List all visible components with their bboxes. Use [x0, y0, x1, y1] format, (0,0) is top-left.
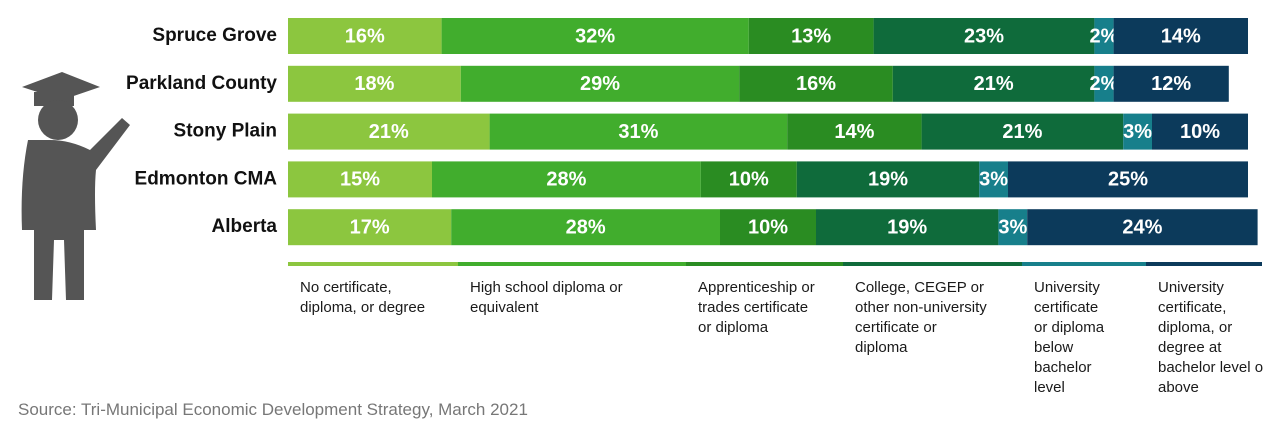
bar-segment	[441, 18, 749, 54]
bar-segment	[720, 209, 816, 246]
legend-swatch	[843, 262, 1022, 266]
bar-segment	[998, 209, 1028, 246]
y-tick-label: Stony Plain	[174, 121, 277, 142]
legend-label: College, CEGEP or other non-university c…	[855, 279, 987, 356]
bar-segment	[873, 18, 1095, 54]
bar-segment	[460, 65, 740, 102]
value-label: 17%	[350, 216, 390, 238]
legend-label: University certificate, diploma, or degr…	[1158, 279, 1263, 396]
value-label: 18%	[354, 73, 394, 95]
value-label: 15%	[340, 169, 380, 191]
value-label: 10%	[729, 169, 769, 191]
value-label: 29%	[580, 73, 620, 95]
graduate-icon	[21, 72, 131, 300]
value-label: 14%	[1161, 25, 1201, 47]
value-label: 16%	[796, 73, 836, 95]
bar-segment	[1113, 65, 1229, 102]
y-tick-label: Alberta	[212, 216, 278, 237]
value-label: 21%	[974, 73, 1014, 95]
value-label: 16%	[345, 25, 385, 47]
bar-segment	[796, 161, 980, 198]
bar-segment	[979, 161, 1008, 198]
value-label: 12%	[1151, 73, 1191, 95]
bar-segment	[787, 113, 922, 150]
value-label: 32%	[575, 25, 615, 47]
bar-segment	[816, 209, 999, 246]
value-label: 23%	[964, 25, 1004, 47]
bar-segment	[451, 209, 720, 246]
bar-segment	[288, 18, 442, 54]
bar-segment	[1027, 209, 1258, 246]
value-label: 3%	[998, 216, 1027, 238]
bar-segment	[739, 65, 893, 102]
value-label: 28%	[566, 216, 606, 238]
bar-segment	[1094, 18, 1114, 54]
legend-swatch	[458, 262, 686, 266]
bar-segment	[288, 113, 490, 150]
bar-segment	[1113, 18, 1248, 54]
value-label: 3%	[979, 169, 1008, 191]
value-label: 24%	[1122, 216, 1162, 238]
value-label: 14%	[834, 121, 874, 143]
bar-segment	[1152, 113, 1248, 150]
value-label: 2%	[1090, 25, 1119, 47]
bar-segment	[432, 161, 701, 198]
value-label: 21%	[369, 121, 409, 143]
bar-segment	[921, 113, 1124, 150]
value-label: 19%	[868, 169, 908, 191]
value-label: 10%	[1180, 121, 1220, 143]
y-tick-label: Parkland County	[126, 73, 277, 94]
value-label: 2%	[1090, 73, 1119, 95]
value-label: 3%	[1123, 121, 1152, 143]
value-label: 10%	[748, 216, 788, 238]
legend-label: University certificate or diploma below …	[1034, 279, 1105, 396]
bar-segment	[288, 161, 432, 198]
y-tick-label: Edmonton CMA	[135, 168, 278, 189]
bar-segment	[748, 18, 874, 54]
bar-segment	[1094, 65, 1114, 102]
value-label: 19%	[887, 216, 927, 238]
bar-segment	[892, 65, 1095, 102]
legend-label: High school diploma or equivalent	[470, 279, 623, 316]
bar-segment	[288, 209, 452, 246]
legend-label: Apprenticeship or trades certificate or …	[698, 279, 815, 336]
legend-swatch	[288, 262, 458, 266]
value-label: 21%	[1002, 121, 1042, 143]
bar-segment	[489, 113, 788, 150]
source: Source: Tri-Municipal Economic Developme…	[18, 400, 528, 419]
bar-segment	[1123, 113, 1152, 150]
bar-segment	[288, 65, 461, 102]
bar-segment	[700, 161, 797, 198]
legend-swatch	[1022, 262, 1146, 266]
legend-swatch	[1146, 262, 1262, 266]
value-label: 13%	[791, 25, 831, 47]
y-tick-label: Spruce Grove	[152, 25, 277, 46]
value-label: 28%	[546, 169, 586, 191]
bar-segment	[1008, 161, 1248, 198]
legend-label: No certificate, diploma, or degree	[300, 279, 426, 316]
value-label: 31%	[618, 121, 658, 143]
legend-swatch	[686, 262, 843, 266]
value-label: 25%	[1108, 169, 1148, 191]
